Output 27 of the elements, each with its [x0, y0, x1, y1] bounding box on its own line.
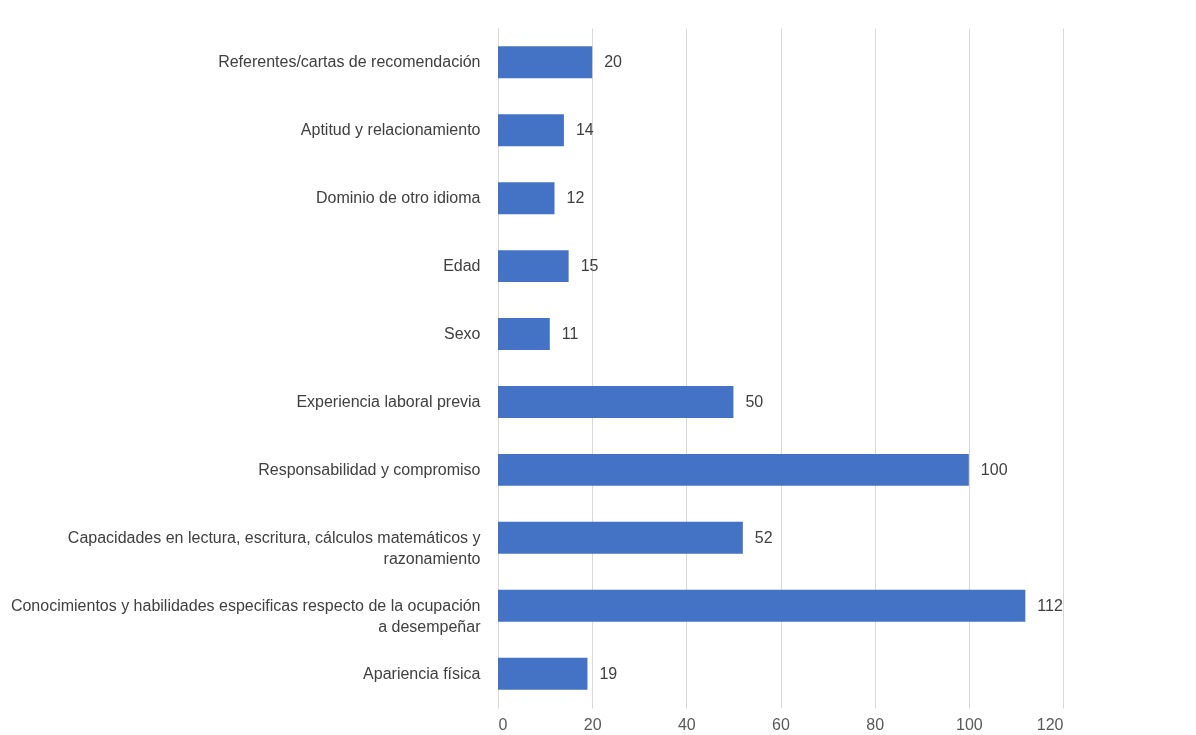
- y-tick-label: Sexo: [444, 325, 481, 343]
- y-tick-label: Capacidades en lectura, escritura, cálculos matemáticos y razonamiento: [67, 528, 481, 567]
- x-tick-label: 40: [677, 715, 696, 733]
- data-label: 14: [575, 121, 594, 139]
- x-tick-label: 0: [498, 715, 508, 733]
- y-tick-label: Responsabilidad y compromiso: [258, 460, 481, 478]
- data-label: 100: [980, 460, 1008, 478]
- x-tick-label: 60: [772, 715, 790, 733]
- data-label: 11: [561, 325, 579, 343]
- data-label: 19: [599, 664, 618, 682]
- y-tick-label: Apariencia física: [363, 664, 481, 682]
- y-tick-label: Edad: [443, 257, 481, 275]
- y-tick-label: Experiencia laboral previa: [296, 392, 481, 410]
- data-label: 20: [604, 53, 623, 71]
- x-tick-label: 100: [955, 715, 983, 733]
- data-label: 15: [580, 257, 599, 275]
- y-tick-label: Dominio de otro idioma: [315, 189, 481, 207]
- data-label: 112: [1037, 596, 1063, 614]
- x-tick-label: 80: [866, 715, 885, 733]
- data-label: 50: [745, 392, 764, 410]
- y-tick-label: Conocimientos y habilidades especificas respecto de la ocupación a desempeñar: [10, 596, 482, 635]
- y-tick-label: Referentes/cartas de recomendación: [218, 53, 481, 71]
- x-tick-label: 20: [583, 715, 602, 733]
- data-label: 12: [566, 189, 585, 207]
- data-label: 52: [754, 528, 773, 546]
- x-tick-label: 120: [1036, 715, 1064, 733]
- y-tick-label: Aptitud y relacionamiento: [300, 121, 481, 139]
